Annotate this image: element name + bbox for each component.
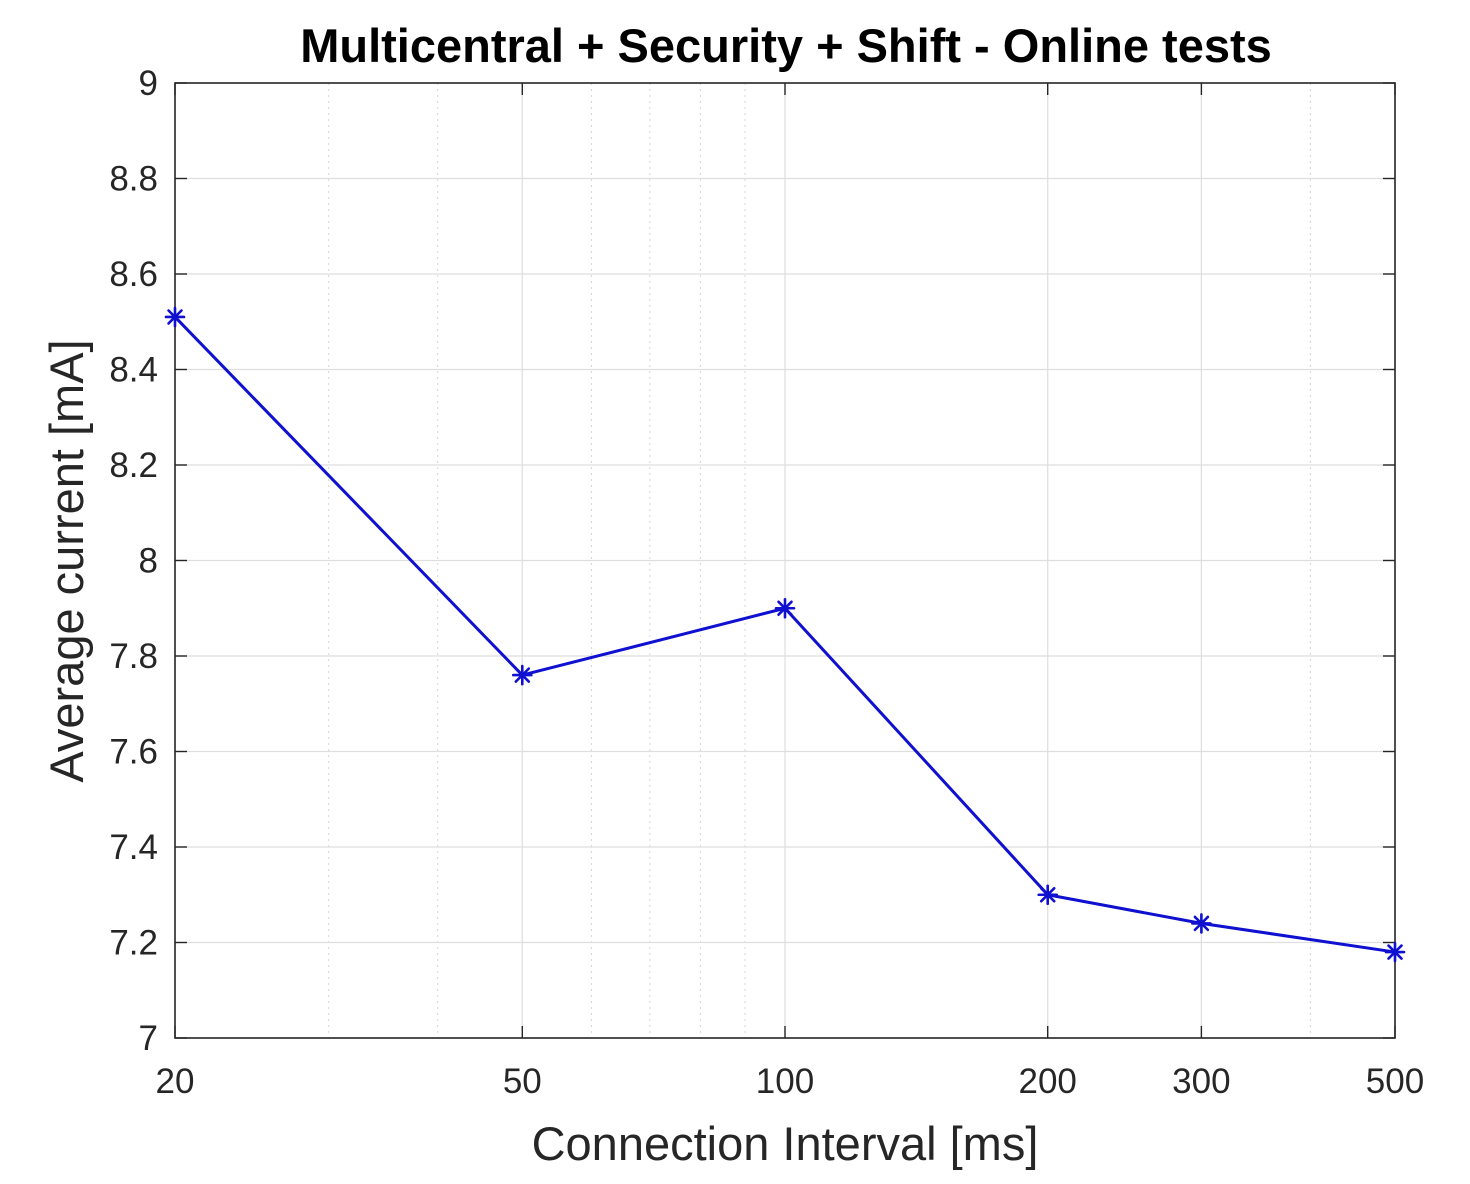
- data-point-marker: [1191, 913, 1212, 934]
- data-point-marker: [774, 597, 796, 619]
- x-tick-label: 50: [503, 1062, 542, 1101]
- x-axis-label: Connection Interval [ms]: [532, 1117, 1039, 1170]
- y-tick-label: 8: [139, 542, 158, 581]
- series-line: [173, 315, 1396, 954]
- data-point-marker: [1037, 884, 1059, 906]
- y-tick-label: 7.4: [109, 828, 158, 867]
- plot-frame: [174, 82, 1396, 1039]
- y-tick-label: 8.6: [109, 255, 158, 294]
- data-point-marker: [511, 664, 533, 686]
- x-tick-labels: 20 50 100 200 300 500: [156, 1062, 1425, 1101]
- data-point-marker: [164, 306, 186, 328]
- grid: [174, 82, 1396, 1039]
- x-tick-label: 200: [1019, 1062, 1077, 1101]
- y-tick-label: 8.2: [109, 446, 158, 485]
- y-tick-label: 8.4: [109, 351, 158, 390]
- x-tick-label: 20: [156, 1062, 195, 1101]
- y-tick-label: 7: [139, 1019, 158, 1058]
- y-tick-label: 7.6: [109, 733, 158, 772]
- series-layer: [164, 306, 1406, 963]
- data-point-marker: [1384, 941, 1406, 963]
- y-tick-label: 8.8: [109, 160, 158, 199]
- chart-title: Multicentral + Security + Shift - Online…: [300, 19, 1272, 72]
- x-tick-label: 300: [1172, 1062, 1230, 1101]
- y-tick-labels: 7 7.2 7.4 7.6 7.8 8 8.2 8.4 8.6 8.8 9: [109, 64, 158, 1058]
- y-tick-label: 7.2: [109, 924, 158, 963]
- y-axis-label: Average current [mA]: [40, 339, 93, 782]
- y-tick-label: 9: [139, 64, 158, 103]
- x-tick-label: 100: [756, 1062, 814, 1101]
- x-tick-label: 500: [1366, 1062, 1424, 1101]
- y-tick-label: 7.8: [109, 637, 158, 676]
